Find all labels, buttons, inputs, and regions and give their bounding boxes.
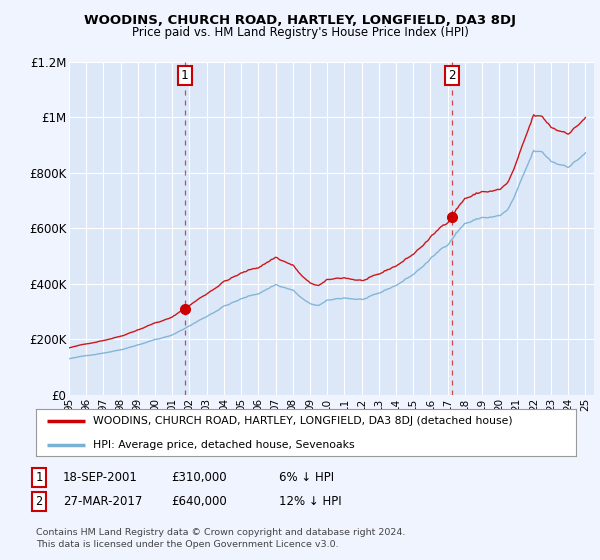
Text: £310,000: £310,000 bbox=[171, 470, 227, 484]
Text: WOODINS, CHURCH ROAD, HARTLEY, LONGFIELD, DA3 8DJ (detached house): WOODINS, CHURCH ROAD, HARTLEY, LONGFIELD… bbox=[92, 416, 512, 426]
Text: 2: 2 bbox=[448, 69, 455, 82]
Text: 2: 2 bbox=[35, 494, 43, 508]
Text: 6% ↓ HPI: 6% ↓ HPI bbox=[279, 470, 334, 484]
Text: 18-SEP-2001: 18-SEP-2001 bbox=[63, 470, 138, 484]
Text: £640,000: £640,000 bbox=[171, 494, 227, 508]
Text: HPI: Average price, detached house, Sevenoaks: HPI: Average price, detached house, Seve… bbox=[92, 440, 355, 450]
Text: Price paid vs. HM Land Registry's House Price Index (HPI): Price paid vs. HM Land Registry's House … bbox=[131, 26, 469, 39]
Text: WOODINS, CHURCH ROAD, HARTLEY, LONGFIELD, DA3 8DJ: WOODINS, CHURCH ROAD, HARTLEY, LONGFIELD… bbox=[84, 14, 516, 27]
Text: 12% ↓ HPI: 12% ↓ HPI bbox=[279, 494, 341, 508]
Text: 1: 1 bbox=[35, 470, 43, 484]
Text: 27-MAR-2017: 27-MAR-2017 bbox=[63, 494, 142, 508]
Text: Contains HM Land Registry data © Crown copyright and database right 2024.
This d: Contains HM Land Registry data © Crown c… bbox=[36, 528, 406, 549]
Text: 1: 1 bbox=[181, 69, 188, 82]
